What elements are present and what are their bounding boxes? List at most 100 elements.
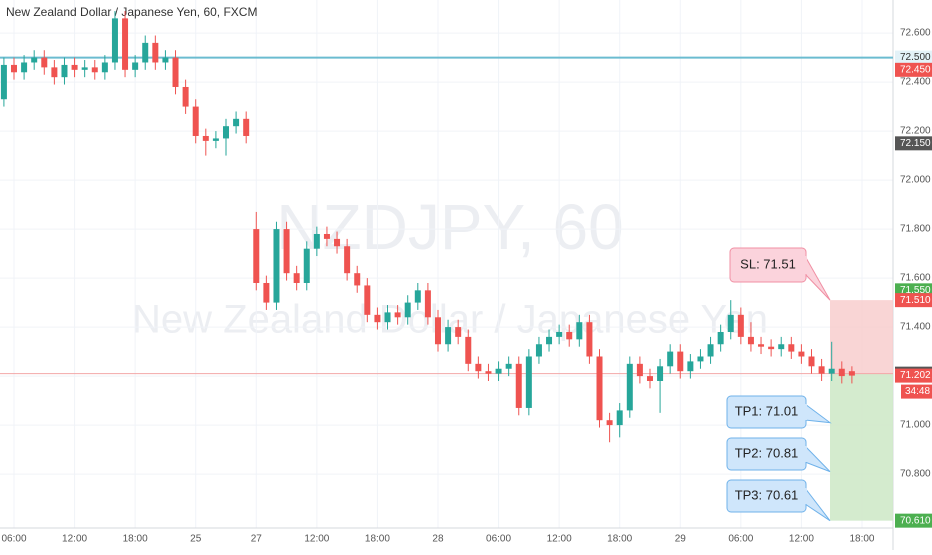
y-tick-label: 71.800 (900, 224, 931, 235)
candle-body (81, 67, 88, 70)
candle-body (848, 371, 855, 376)
candle-body (455, 327, 462, 337)
candle-body (778, 344, 785, 350)
candle-body (192, 106, 199, 136)
target-zone (830, 373, 893, 521)
candle-body (364, 285, 371, 315)
callout-cover (804, 256, 807, 274)
x-tick-label: 18:00 (123, 534, 148, 545)
price-label: 72.150 (900, 138, 931, 149)
countdown: 34:48 (905, 386, 930, 397)
x-tick-label: 18:00 (365, 534, 390, 545)
x-tick-label: 27 (251, 534, 263, 545)
y-tick-label: 70.800 (900, 469, 931, 480)
candle-body (556, 331, 563, 337)
candle-body (465, 336, 472, 364)
callout-label: TP2: 70.81 (735, 445, 799, 460)
candle-body (172, 57, 179, 87)
callout-pointer (804, 445, 831, 473)
price-label-box (895, 136, 932, 151)
x-tick-label: 12:00 (304, 534, 329, 545)
candle-body (384, 312, 391, 323)
candle-body (434, 317, 441, 345)
candle-body (586, 322, 593, 357)
candle-body (424, 290, 431, 318)
callout-cover (804, 446, 807, 462)
candle-body (687, 361, 694, 372)
candle-body (747, 336, 754, 345)
countdown-box (901, 384, 932, 399)
candle-body (122, 18, 129, 70)
candle-body (667, 351, 674, 367)
candle-body (828, 368, 835, 374)
candle-body (11, 64, 17, 73)
x-tick-label: 12:00 (789, 534, 814, 545)
candle-body (737, 314, 744, 337)
callout-pointer (804, 487, 831, 522)
candle-body (293, 273, 300, 283)
candle-body (414, 290, 421, 303)
chart-title: New Zealand Dollar / Japanese Yen, 60, F… (6, 5, 257, 19)
price-label-box (895, 513, 932, 528)
callout-cover (804, 488, 807, 504)
y-tick-label: 72.400 (900, 77, 931, 88)
y-tick-label: 72.600 (900, 28, 931, 39)
candle-body (51, 67, 58, 78)
candle-body (354, 273, 361, 286)
price-label: 71.550 (900, 285, 931, 296)
candle-body (111, 18, 118, 63)
x-tick-label: 06:00 (1, 534, 26, 545)
callout-pointer (804, 403, 832, 424)
x-tick-label: 29 (675, 534, 687, 545)
x-tick-label: 18:00 (607, 534, 632, 545)
candle-body (344, 246, 351, 274)
candle-body (162, 57, 169, 63)
callout-pointer (804, 255, 831, 301)
price-label-box (895, 50, 932, 65)
candle-body (21, 62, 28, 73)
x-tick-label: 18:00 (849, 534, 874, 545)
candle-body (707, 344, 714, 357)
candle-body (768, 346, 775, 350)
candle-body (788, 344, 795, 352)
candle-body (657, 366, 664, 381)
candle-body (606, 420, 613, 426)
candle-body (727, 314, 734, 332)
candle-body (303, 248, 310, 283)
candle-body (808, 356, 815, 367)
callout-label: TP3: 70.61 (735, 487, 799, 502)
candle-body (222, 126, 229, 139)
candle-body (515, 363, 522, 408)
candle-body (334, 238, 341, 247)
price-label: 72.450 (900, 64, 931, 75)
callout-label: TP1: 71.01 (735, 403, 799, 418)
candle-body (374, 314, 381, 323)
candle-body (475, 363, 482, 372)
candle-body (445, 327, 452, 345)
candle-body (0, 64, 7, 100)
candle-body (132, 62, 139, 70)
candle-body (243, 118, 250, 136)
price-label: 71.202 (900, 370, 931, 381)
candle-body (596, 356, 603, 421)
candle-body (91, 67, 98, 73)
candle-body (404, 302, 411, 318)
candle-body (253, 229, 260, 283)
candle-body (182, 86, 189, 107)
candle-body (697, 356, 704, 362)
candle-body (758, 344, 765, 347)
candle-body (616, 410, 623, 426)
y-tick-label: 71.600 (900, 273, 931, 284)
candle-body (838, 368, 845, 377)
x-tick-label: 06:00 (728, 534, 753, 545)
price-label-box (895, 293, 932, 308)
price-label-box (895, 368, 932, 383)
candle-body (273, 229, 280, 303)
candle-body (31, 57, 38, 63)
candle-body (546, 336, 553, 345)
y-tick-label: 71.400 (900, 322, 931, 333)
candle-body (263, 282, 270, 303)
candle-body (535, 344, 542, 357)
watermark: NZDJPY, 60 (276, 191, 623, 263)
